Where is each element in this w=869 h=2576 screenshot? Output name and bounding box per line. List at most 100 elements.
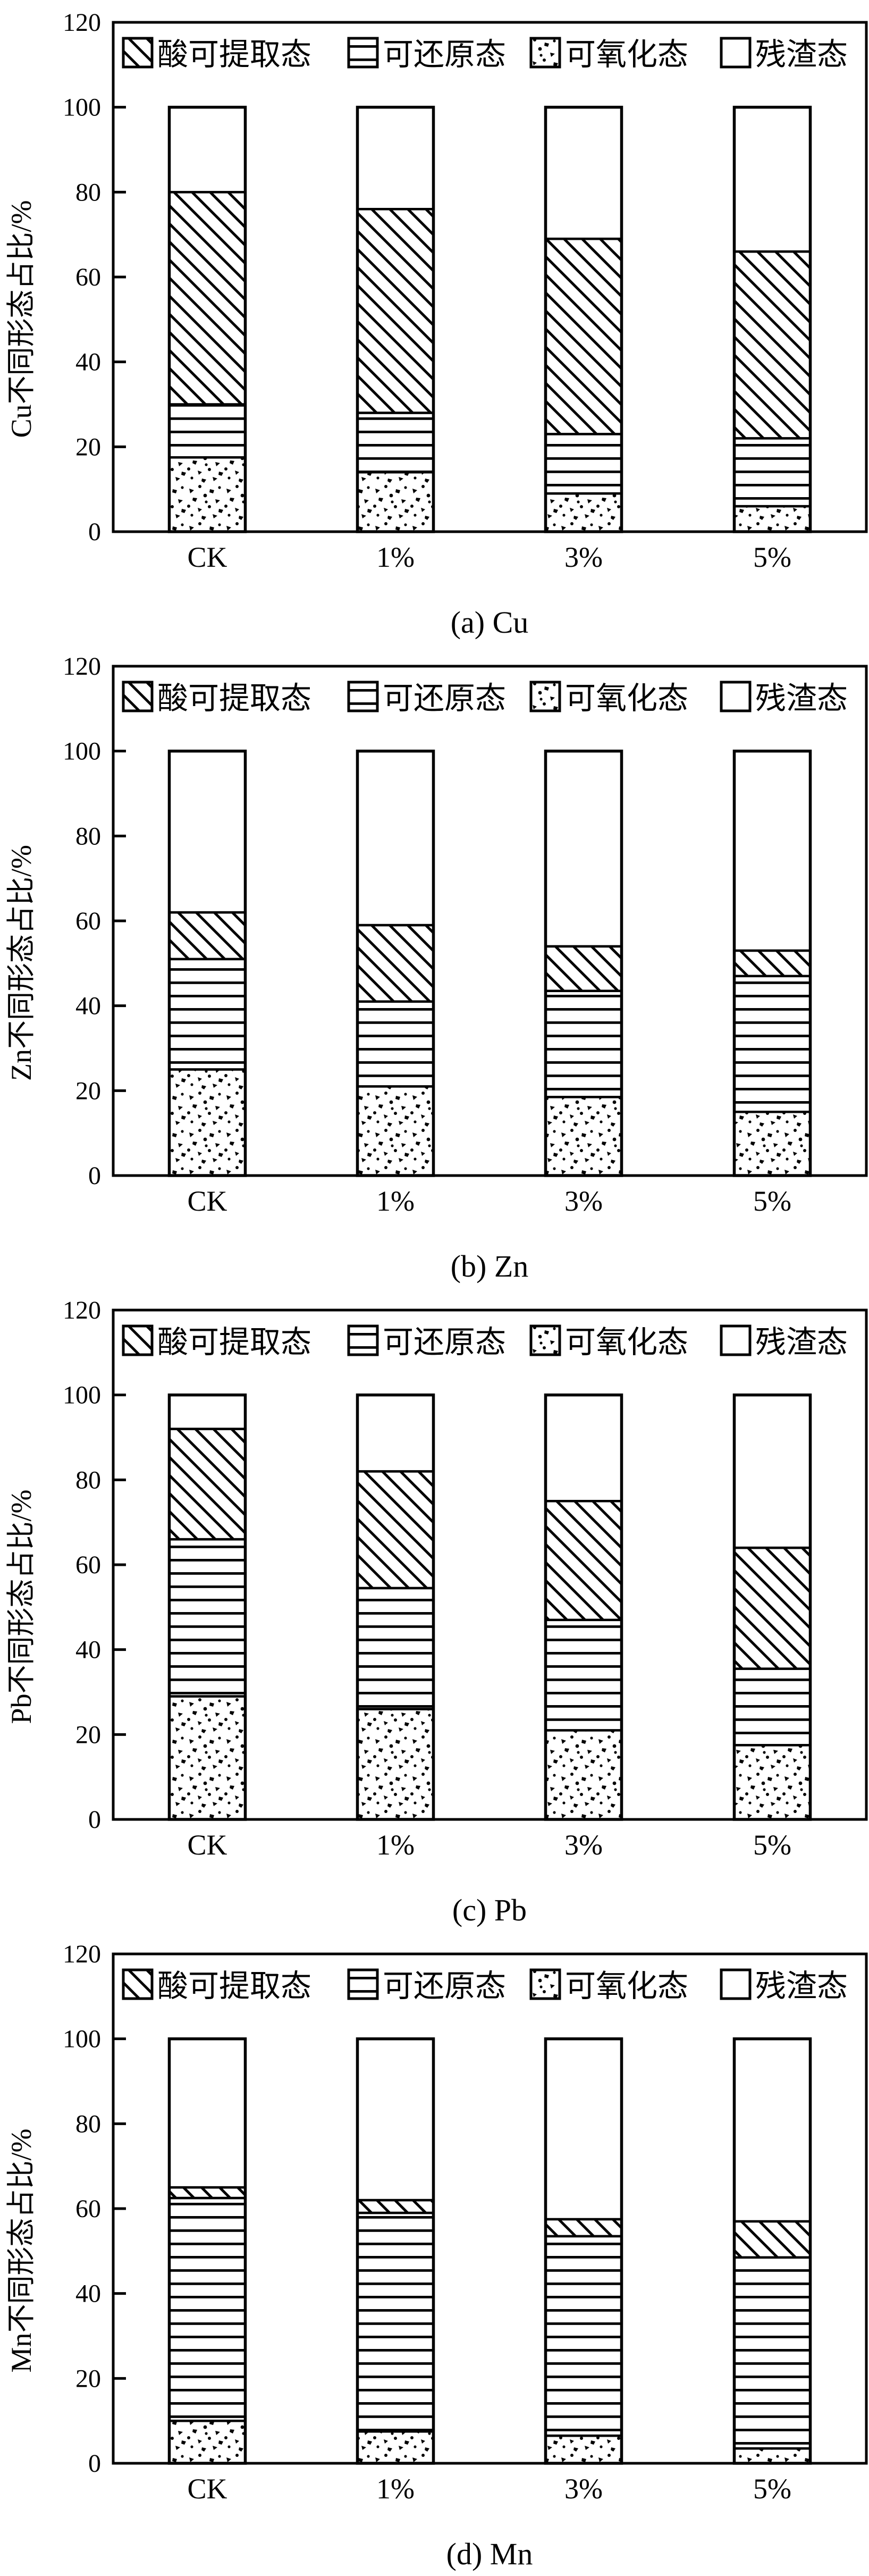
x-tick-label: CK — [187, 2473, 227, 2505]
y-tick-label: 0 — [88, 2449, 101, 2478]
y-tick-label: 80 — [75, 822, 101, 850]
bar-outline — [167, 1393, 247, 1821]
legend-swatch-horizontal-lines — [347, 37, 379, 69]
chart-zn: 0 20 40 60 80 100 120 Zn不同形态占比/% 酸可提取态 可还原态 可氧化态 残渣… — [5, 652, 868, 1283]
legend-swatch-dots — [529, 1968, 561, 2000]
x-tick-label: 1% — [376, 1185, 415, 1217]
bar-segment-horizontal-lines — [544, 433, 623, 495]
bar-segment-diagonal-hatch — [733, 1546, 812, 1670]
y-tick-label: 40 — [75, 992, 101, 1020]
bar-segment-diagonal-hatch — [544, 2218, 623, 2238]
bar-segment-diagonal-hatch — [544, 237, 623, 435]
legend-label: 可还原态 — [383, 1969, 506, 2003]
bar-segment-dots — [356, 1085, 435, 1177]
bar-segment-horizontal-lines — [733, 437, 812, 508]
y-tick-label: 100 — [63, 737, 101, 766]
y-tick-label: 20 — [75, 433, 101, 461]
bar-segment-blank — [544, 2037, 623, 2221]
bar-segment-blank — [356, 1394, 435, 1473]
bar-segment-horizontal-lines — [733, 975, 812, 1113]
bar-segment-dots — [168, 2419, 247, 2465]
y-tick-label: 40 — [75, 348, 101, 376]
bar-segment-horizontal-lines — [356, 1000, 435, 1088]
legend-label: 可还原态 — [383, 37, 506, 72]
legend-swatch-diagonal-hatch — [122, 37, 154, 69]
bar-segment-horizontal-lines — [544, 2235, 623, 2437]
bar-segment-blank — [168, 2037, 247, 2189]
bar-segment-blank — [544, 1394, 623, 1503]
bar-segment-dots — [544, 1729, 623, 1821]
legend-label: 可还原态 — [383, 1325, 506, 1360]
y-tick-label: 120 — [63, 1940, 101, 1968]
bar-segment-dots — [544, 492, 623, 533]
y-tick-label: 80 — [75, 1466, 101, 1494]
x-tick-label: 5% — [753, 2473, 791, 2505]
bar-segment-horizontal-lines — [168, 1538, 247, 1698]
bar-segment-diagonal-hatch — [733, 250, 812, 440]
bar-outline — [544, 2037, 623, 2465]
bar-segment-dots — [733, 1744, 812, 1821]
bar-outline — [167, 105, 247, 533]
chart-caption: (a) Cu — [451, 605, 529, 640]
legend-label: 可氧化态 — [565, 1325, 688, 1360]
y-tick-label: 20 — [75, 1077, 101, 1105]
y-tick-label: 100 — [63, 94, 101, 122]
bar-segment-dots — [356, 2430, 435, 2465]
legend-swatch-blank — [720, 37, 752, 69]
bar-segment-blank — [168, 750, 247, 914]
bar-segment-diagonal-hatch — [544, 945, 623, 992]
y-tick-label: 80 — [75, 2110, 101, 2138]
bar-outline — [732, 105, 812, 533]
bar-segment-horizontal-lines — [733, 1667, 812, 1747]
bar-outline — [356, 105, 435, 533]
bar-outline — [356, 1393, 435, 1821]
y-axis-title: Cu不同形态占比/% — [5, 200, 37, 438]
bar-segment-diagonal-hatch — [168, 911, 247, 961]
bar-segment-diagonal-hatch — [356, 208, 435, 414]
bar-outline — [544, 105, 623, 533]
legend-label: 可氧化态 — [565, 37, 688, 72]
y-tick-label: 120 — [63, 652, 101, 681]
x-tick-label: 3% — [564, 1185, 603, 1217]
legend-label: 残渣态 — [755, 681, 848, 716]
chart-caption: (c) Pb — [452, 1893, 527, 1927]
legend-label: 可氧化态 — [565, 1969, 688, 2003]
y-tick-label: 100 — [63, 2025, 101, 2053]
legend-label: 酸可提取态 — [157, 1969, 311, 2003]
chart-section-pb: 0 20 40 60 80 100 120 Pb不同形态占比/% 酸可提取态 可还原态 可氧化态 残渣… — [0, 1288, 869, 1932]
bar-segment-horizontal-lines — [356, 2211, 435, 2433]
bar-outline — [732, 2037, 812, 2465]
bar-outline — [167, 2037, 247, 2465]
legend-label: 酸可提取态 — [157, 37, 311, 72]
x-tick-label: 3% — [564, 541, 603, 573]
chart-cu: 0 20 40 60 80 100 120 Cu不同形态占比/% 酸可提取态 可还原态 可氧化态 残渣… — [5, 9, 868, 640]
bar-segment-blank — [733, 750, 812, 952]
legend-swatch-dots — [529, 681, 561, 712]
bar-outline — [167, 749, 247, 1177]
y-tick-label: 40 — [75, 2280, 101, 2308]
x-tick-label: 1% — [376, 541, 415, 573]
x-tick-label: CK — [187, 541, 227, 573]
legend-swatch-blank — [720, 1968, 752, 2000]
y-tick-label: 20 — [75, 1721, 101, 1749]
y-tick-label: 60 — [75, 907, 101, 935]
x-tick-label: 3% — [564, 1829, 603, 1861]
y-axis-title: Mn不同形态占比/% — [5, 2129, 37, 2373]
chart-section-zn: 0 20 40 60 80 100 120 Zn不同形态占比/% 酸可提取态 可还原态 可氧化态 残渣… — [0, 644, 869, 1288]
chart-mn: 0 20 40 60 80 100 120 Mn不同形态占比/% 酸可提取态 可还原态 可氧化态 残渣… — [5, 1940, 868, 2571]
y-tick-label: 40 — [75, 1636, 101, 1664]
bar-segment-horizontal-lines — [168, 2196, 247, 2422]
bar-segment-diagonal-hatch — [168, 1428, 247, 1541]
bar-segment-blank — [733, 1394, 812, 1549]
legend-swatch-horizontal-lines — [347, 1968, 379, 2000]
bar-outline — [356, 2037, 435, 2465]
y-tick-label: 60 — [75, 2195, 101, 2223]
bar-segment-dots — [733, 1111, 812, 1177]
legend-swatch-dots — [529, 1324, 561, 1356]
legend-label: 残渣态 — [755, 1969, 848, 2003]
legend-label: 酸可提取态 — [157, 1325, 311, 1360]
legend-swatch-horizontal-lines — [347, 681, 379, 712]
bar-segment-dots — [168, 1068, 247, 1177]
bar-segment-diagonal-hatch — [544, 1500, 623, 1622]
bar-segment-blank — [356, 106, 435, 211]
